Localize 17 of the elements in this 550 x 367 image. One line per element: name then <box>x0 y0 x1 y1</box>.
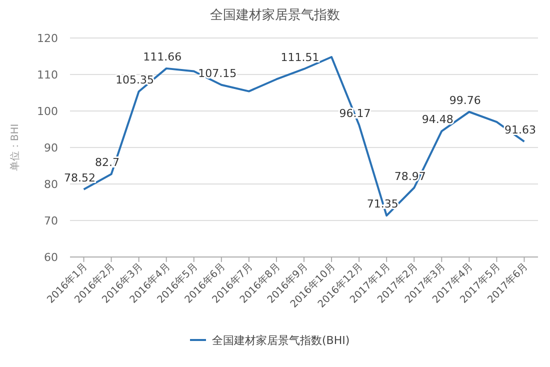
chart-title: 全国建材家居景气指数 <box>210 7 340 23</box>
y-tick-label: 90 <box>44 142 58 154</box>
y-tick-label: 70 <box>44 214 58 228</box>
data-label: 107.15 <box>198 66 237 80</box>
data-label: 105.35 <box>116 73 154 86</box>
y-axis-title: 单位：BHI <box>9 124 21 172</box>
y-tick-label: 120 <box>37 32 58 45</box>
y-tick-label: 60 <box>44 251 58 264</box>
legend-label: 全国建材家居景气指数(BHI) <box>212 334 350 347</box>
data-label: 99.76 <box>449 94 481 107</box>
data-label: 78.52 <box>64 171 96 184</box>
data-label: 94.48 <box>422 113 454 126</box>
y-tick-label: 80 <box>44 178 58 191</box>
y-tick-label: 100 <box>37 105 58 118</box>
data-label: 111.51 <box>280 50 320 64</box>
data-label: 111.66 <box>143 50 182 64</box>
y-tick-label: 110 <box>37 68 58 82</box>
